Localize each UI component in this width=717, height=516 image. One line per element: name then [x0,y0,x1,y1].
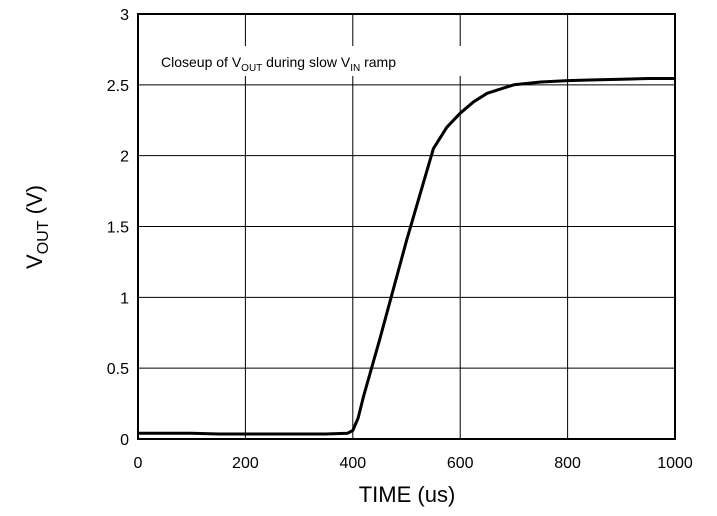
x-tick-label: 200 [232,455,259,472]
annotation-box [150,46,510,76]
grid-lines [137,13,676,440]
x-tick-label: 1000 [657,455,693,472]
x-tick-label: 600 [447,455,474,472]
vout-series-line [138,77,675,436]
x-tick-label: 400 [339,455,366,472]
x-tick-label: 800 [554,455,581,472]
y-tick-label: 1 [120,290,129,307]
x-tick-label: 0 [134,455,143,472]
y-tick-label: 0 [120,432,129,449]
y-tick-label: 2.5 [107,78,129,95]
annotation-text: Closeup of VOUT during slow VIN ramp [161,54,396,74]
plot-frame [137,13,676,440]
y-tick-label: 0.5 [107,361,129,378]
y-tick-label: 3 [120,7,129,24]
x-tick-labels: 0 200 400 600 800 1000 [134,455,693,472]
y-tick-label: 1.5 [107,220,129,237]
y-axis-title: VOUT (V) [22,185,52,269]
y-tick-label: 2 [120,149,129,166]
y-tick-labels: 0 0.5 1 1.5 2 2.5 3 [107,7,129,449]
x-axis-title: TIME (us) [359,482,456,507]
